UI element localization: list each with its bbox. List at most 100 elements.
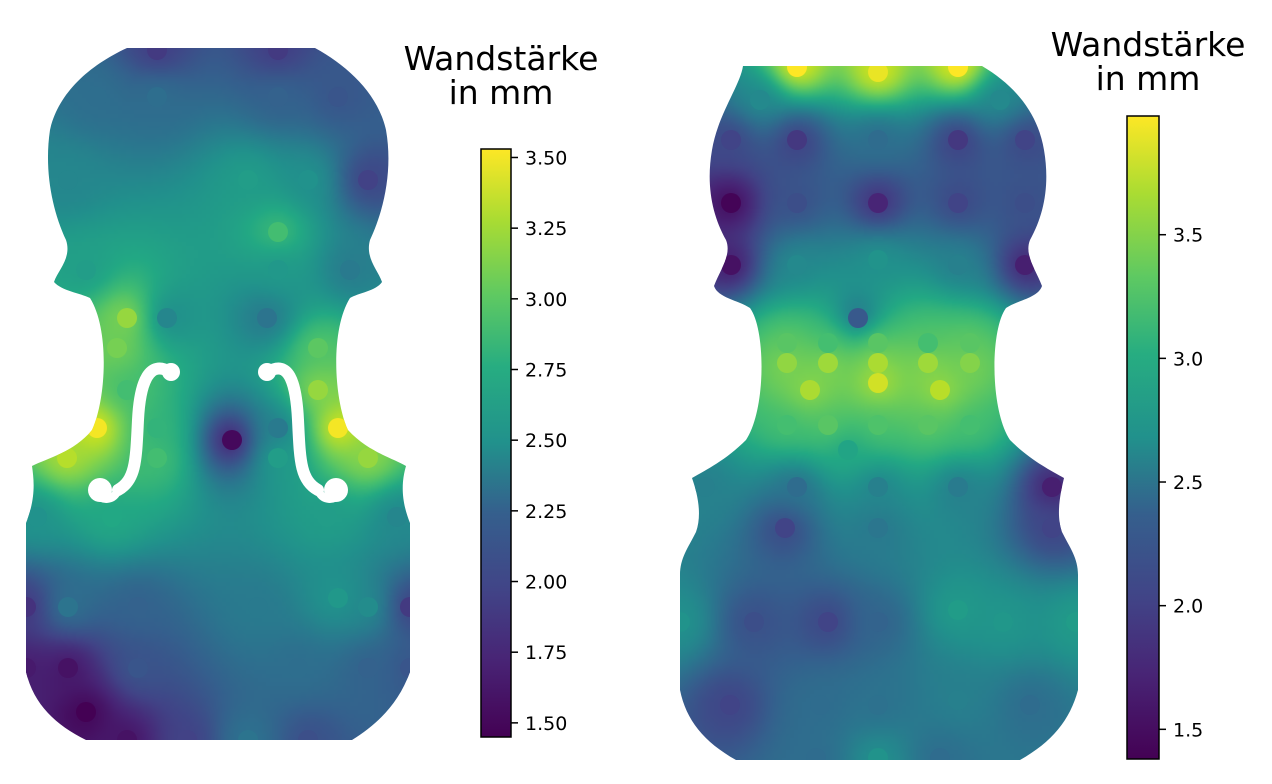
measurement-point (787, 193, 807, 213)
f-hole-left (88, 362, 180, 503)
measurement-point (948, 130, 968, 150)
measurement-point (930, 748, 950, 760)
back-plate-heatmap (680, 66, 1078, 760)
measurement-point (930, 380, 950, 400)
measurement-point (818, 353, 838, 373)
measurement-point (358, 597, 378, 617)
measurement-point (117, 380, 137, 400)
measurement-point (948, 255, 968, 275)
measurement-point (308, 338, 328, 358)
measurement-point (960, 353, 980, 373)
measurement-point (818, 612, 838, 632)
measurement-point (868, 518, 888, 538)
colorbar-top-tick-label: 2.25 (525, 501, 567, 523)
measurement-point (157, 308, 177, 328)
measurement-point (58, 597, 78, 617)
measurement-point (248, 597, 268, 617)
measurement-point (26, 597, 36, 617)
measurement-point (1066, 612, 1078, 632)
measurement-point (238, 730, 258, 740)
colorbar-top-title-line1: Wandstärke (404, 39, 599, 78)
measurement-point (806, 748, 826, 760)
colorbar-top-tick-label: 1.50 (525, 713, 567, 735)
measurement-point (298, 170, 318, 190)
measurement-point (775, 518, 795, 538)
measurement-point (960, 333, 980, 353)
measurement-point (777, 415, 797, 435)
measurement-point (58, 658, 78, 678)
measurement-point (787, 130, 807, 150)
colorbar-top-tick-label: 3.00 (525, 289, 567, 311)
measurement-point (800, 380, 820, 400)
measurement-point (358, 658, 378, 678)
colorbar-top-tick-label: 2.00 (525, 572, 567, 594)
measurement-point (288, 658, 308, 678)
measurement-point (818, 415, 838, 435)
measurement-point (868, 415, 888, 435)
measurement-point (695, 477, 715, 497)
colorbar-top: Wandstärke in mm 1.50 1.75 2.00 2.25 2.50 2.7… (404, 39, 599, 738)
measurement-point (868, 612, 888, 632)
colorbar-back-tick-label: 2.5 (1173, 472, 1203, 494)
colorbar-back-title-line2: in mm (1096, 59, 1201, 98)
measurement-point (918, 333, 938, 353)
measurement-point (107, 338, 127, 358)
measurement-point (750, 90, 770, 110)
measurement-point (358, 170, 378, 190)
measurement-point (838, 440, 858, 460)
measurement-point (744, 612, 764, 632)
measurement-point (1015, 130, 1035, 150)
colorbar-top-tick-label: 2.50 (525, 430, 567, 452)
f-hole-right (258, 362, 348, 503)
measurement-point (358, 448, 378, 468)
colorbar-back-title-line1: Wandstärke (1051, 25, 1246, 64)
measurement-point (993, 612, 1013, 632)
measurement-point (777, 333, 797, 353)
colorbar-top-gradient (480, 148, 512, 738)
measurement-point (400, 597, 410, 617)
measurement-point (990, 90, 1010, 110)
measurement-point (328, 588, 348, 608)
measurement-point (948, 477, 968, 497)
measurement-point (810, 695, 830, 715)
measurement-point (76, 702, 96, 722)
measurement-point (1042, 477, 1062, 497)
measurement-point (387, 507, 407, 527)
measurement-point (868, 695, 888, 715)
measurement-point (117, 308, 137, 328)
measurement-point (268, 222, 288, 242)
measurement-point (222, 430, 242, 450)
measurement-point (238, 170, 258, 190)
measurement-point (147, 448, 167, 468)
measurement-point (268, 87, 288, 107)
measurement-point (787, 255, 807, 275)
measurement-point (87, 87, 107, 107)
colorbar-top-tick-label: 3.50 (525, 147, 567, 169)
measurement-point (948, 600, 968, 620)
colorbar-top-tick-label: 3.25 (525, 218, 567, 240)
measurement-point (177, 730, 197, 740)
measurement-point (868, 373, 888, 393)
measurement-point (721, 193, 741, 213)
measurement-point (818, 333, 838, 353)
measurement-point (948, 66, 968, 77)
colorbar-back: Wandstärke in mm 1.5 2.0 2.5 3.0 3.5 (1051, 25, 1246, 760)
measurement-point (128, 597, 148, 617)
measurement-point (948, 193, 968, 213)
colorbar-back-gradient (1126, 115, 1160, 760)
measurement-point (787, 477, 807, 497)
colorbar-back-tick-label: 3.5 (1173, 225, 1203, 247)
measurement-point (1042, 518, 1062, 538)
measurement-point (268, 260, 288, 280)
measurement-point (26, 658, 36, 678)
measurement-point (721, 255, 741, 275)
measurement-point (58, 170, 78, 190)
measurement-point (340, 260, 360, 280)
measurement-point (102, 507, 122, 527)
colorbar-top-title-line2: in mm (449, 73, 554, 112)
measurement-point (298, 730, 318, 740)
measurement-point (918, 415, 938, 435)
measurement-point (1020, 695, 1040, 715)
measurement-point (868, 477, 888, 497)
measurement-point (268, 48, 288, 60)
